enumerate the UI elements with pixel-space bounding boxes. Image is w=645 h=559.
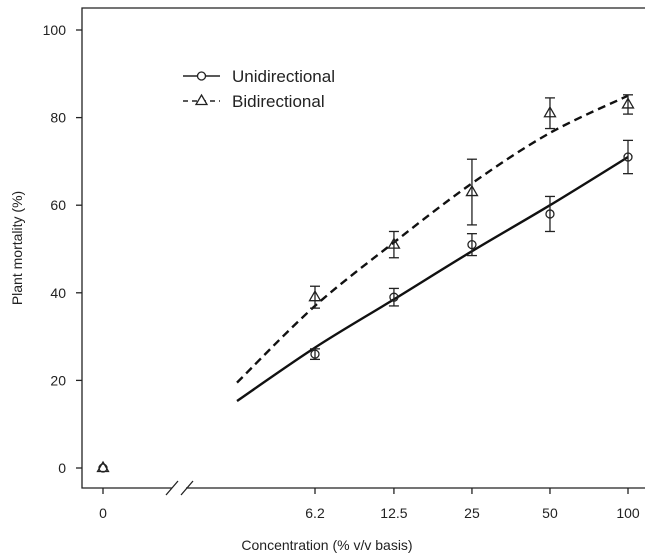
y-tick-label: 60 [50,197,66,213]
plot-frame [81,7,645,489]
x-tick-label: 0 [99,505,107,521]
y-tick-label: 40 [50,285,66,301]
y-tick-label: 0 [58,460,66,476]
y-axis: 0 20 40 60 80 100 [43,22,82,476]
point-bidirectional [465,184,479,197]
point-unidirectional [389,292,399,302]
axis-break-slash-2 [180,480,194,496]
y-tick-label: 100 [43,22,67,38]
y-axis-label: Plant mortality (%) [9,191,25,305]
point-unidirectional [623,152,633,162]
point-unidirectional [467,239,477,250]
point-unidirectional [310,349,320,359]
point-unidirectional [545,209,555,219]
legend-label-unidirectional: Unidirectional [232,67,335,86]
fit-lines [236,94,629,402]
legend-entry-bidirectional: Bidirectional [183,92,325,111]
fit-line-bidirectional [236,94,629,384]
point-bidirectional [96,460,110,473]
point-bidirectional [621,97,635,109]
y-tick-label: 80 [50,110,66,126]
point-bidirectional [308,289,322,302]
error-bars [310,94,633,361]
y-tick-label: 20 [50,372,66,388]
point-bidirectional [543,105,557,118]
legend-label-bidirectional: Bidirectional [232,92,325,111]
axis-break [165,480,194,496]
x-axis: 0 6.2 12.5 25 50 100 [99,488,640,521]
x-axis-label: Concentration (% v/v basis) [241,537,412,553]
axis-break-slash-1 [165,480,179,496]
fit-line-unidirectional [236,155,629,402]
x-tick-label: 6.2 [305,505,325,521]
x-tick-label: 12.5 [380,505,407,521]
x-tick-label: 25 [464,505,480,521]
legend-circle-marker [196,71,207,81]
point-bidirectional [387,237,401,249]
x-tick-label: 100 [616,505,640,521]
x-tick-label: 50 [542,505,558,521]
legend-entry-unidirectional: Unidirectional [183,67,335,86]
legend-triangle-marker [194,93,209,106]
data-markers [96,97,635,473]
legend: Unidirectional Bidirectional [183,67,335,111]
axis-break-gap [172,481,186,495]
